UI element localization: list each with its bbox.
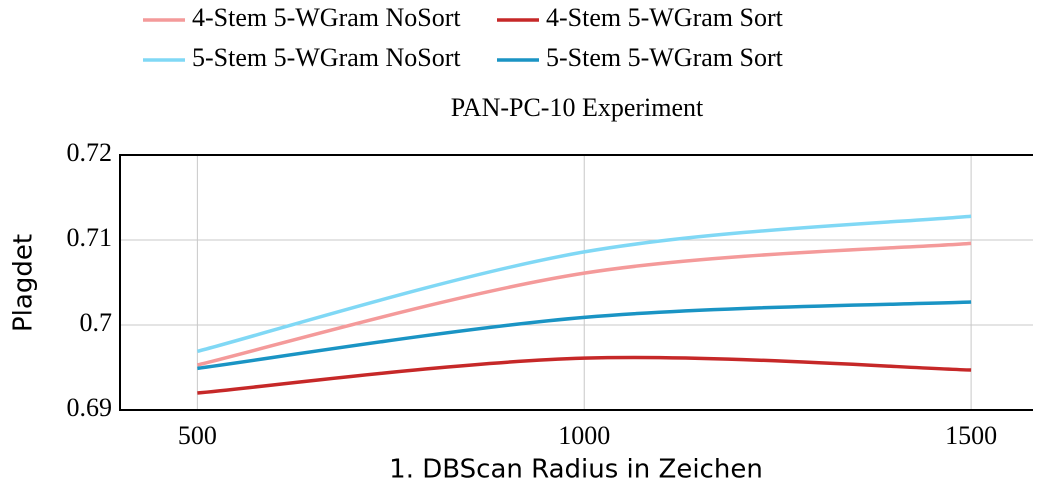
series-line <box>196 214 972 354</box>
legend-label: 4-Stem 5-WGram NoSort <box>192 3 461 32</box>
series-line <box>196 241 972 367</box>
y-axis-label: Plagdet <box>9 234 39 332</box>
y-tick-label: 0.69 <box>67 393 113 422</box>
y-tick-label: 0.7 <box>80 308 113 337</box>
x-tick-label: 500 <box>178 421 217 450</box>
axis-frame <box>119 154 1033 411</box>
x-axis-label: 1. DBScan Radius in Zeichen <box>389 455 763 485</box>
x-tick-label: 1500 <box>945 421 997 450</box>
y-tick-label: 0.72 <box>67 138 113 167</box>
series-line <box>197 355 972 395</box>
y-tick-label: 0.71 <box>67 223 113 252</box>
legend-label: 5-Stem 5-WGram NoSort <box>192 43 461 72</box>
chart-title: PAN-PC-10 Experiment <box>451 93 704 122</box>
series-line <box>197 300 972 371</box>
x-tick-label: 1000 <box>558 421 610 450</box>
legend-label: 5-Stem 5-WGram Sort <box>546 43 784 72</box>
legend-label: 4-Stem 5-WGram Sort <box>546 3 784 32</box>
